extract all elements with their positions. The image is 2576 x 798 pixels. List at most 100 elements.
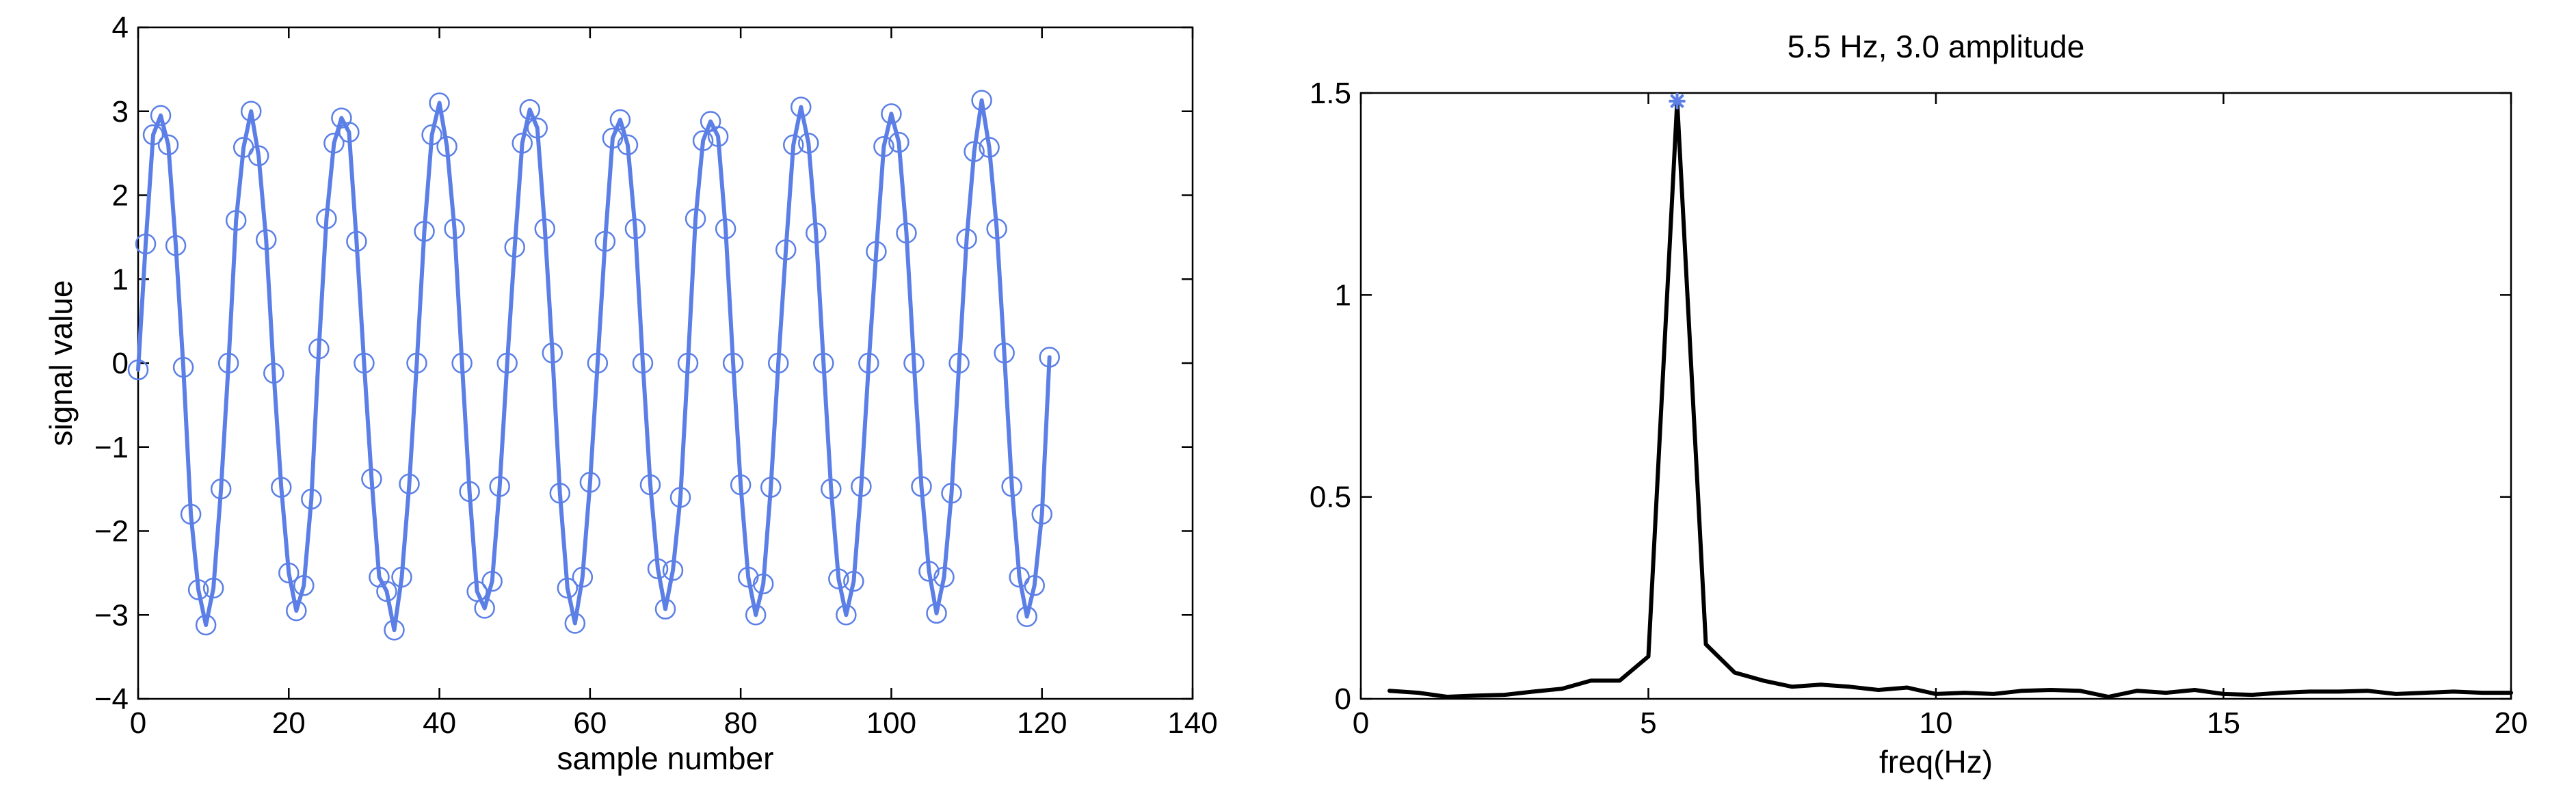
time-signal-sample-point bbox=[579, 472, 601, 493]
time-signal-sample-point bbox=[1031, 503, 1052, 525]
time-signal-sample-point bbox=[654, 598, 676, 620]
time-signal-sample-point bbox=[639, 474, 661, 496]
time-signal-sample-point bbox=[512, 133, 533, 154]
time-signal-sample-point bbox=[715, 218, 736, 239]
time-signal-sample-point bbox=[806, 222, 827, 243]
frequency-spectrum-y-tick-label: 1.5 bbox=[1310, 77, 1351, 110]
time-signal-y-tick-label: −3 bbox=[94, 598, 129, 632]
time-signal-sample-point bbox=[647, 558, 669, 579]
time-signal-sample-point bbox=[459, 481, 480, 503]
frequency-spectrum-peak-marker bbox=[1669, 92, 1686, 109]
time-signal-sample-point bbox=[782, 134, 804, 156]
time-signal-sample-point bbox=[150, 105, 172, 127]
time-signal-y-tick-label: 3 bbox=[112, 95, 129, 129]
time-signal-x-tick-label: 140 bbox=[1167, 706, 1217, 740]
time-signal-sample-point bbox=[399, 473, 420, 495]
time-signal-sample-point bbox=[798, 133, 819, 154]
time-signal-sample-point bbox=[240, 101, 262, 122]
time-signal-sample-point bbox=[851, 476, 872, 497]
time-signal-sample-point bbox=[421, 124, 442, 146]
time-signal-sample-point bbox=[391, 566, 412, 588]
time-signal-sample-point bbox=[255, 229, 277, 250]
time-signal-sample-point bbox=[918, 561, 940, 582]
time-signal-sample-point bbox=[527, 118, 548, 139]
time-signal-sample-point bbox=[971, 90, 992, 111]
time-signal-sample-point bbox=[587, 352, 609, 374]
time-signal-sample-point bbox=[828, 568, 849, 589]
time-signal-sample-point bbox=[346, 230, 367, 252]
time-signal-sample-point bbox=[354, 352, 375, 374]
time-signal-sample-point bbox=[594, 230, 616, 252]
time-signal-sample-point bbox=[180, 503, 202, 525]
frequency-spectrum-y-tick-label: 0 bbox=[1335, 682, 1351, 716]
time-signal-x-tick-label: 40 bbox=[423, 706, 456, 740]
time-signal-sample-point bbox=[542, 343, 563, 364]
time-signal-sample-point bbox=[338, 122, 360, 143]
time-signal-x-tick-label: 100 bbox=[866, 706, 916, 740]
time-signal-sample-point bbox=[376, 581, 397, 602]
time-signal-sample-point bbox=[384, 620, 405, 641]
time-signal-sample-point bbox=[564, 613, 586, 634]
time-signal-sample-point bbox=[248, 145, 269, 167]
time-signal-sample-point bbox=[1024, 575, 1045, 596]
time-signal-sample-point bbox=[202, 577, 224, 599]
time-signal-sample-point bbox=[881, 103, 902, 124]
time-signal-sample-point bbox=[843, 570, 864, 592]
time-signal-sample-point bbox=[617, 134, 639, 156]
time-signal-sample-point bbox=[791, 96, 812, 118]
time-signal-y-axis-label: signal value bbox=[43, 280, 79, 447]
time-signal-sample-point bbox=[361, 468, 382, 490]
time-signal-y-tick-label: −4 bbox=[94, 682, 129, 716]
time-signal-sample-point bbox=[549, 483, 571, 504]
time-signal-sample-point bbox=[195, 614, 217, 636]
time-signal-sample-point bbox=[821, 478, 842, 500]
time-signal-sample-point bbox=[286, 600, 307, 622]
time-signal-sample-point bbox=[911, 476, 932, 497]
time-signal-sample-point bbox=[225, 210, 247, 231]
time-signal-sample-point bbox=[956, 228, 977, 250]
time-signal-sample-point bbox=[836, 604, 857, 626]
time-signal-sample-point bbox=[707, 126, 729, 147]
time-signal-sample-point bbox=[858, 352, 879, 374]
time-signal-x-tick-label: 0 bbox=[130, 706, 146, 740]
time-signal-sample-point bbox=[632, 352, 654, 374]
time-signal-sample-point bbox=[767, 352, 789, 374]
time-signal-sample-point bbox=[1001, 476, 1022, 497]
time-signal-sample-point bbox=[692, 130, 714, 151]
time-signal-sample-point bbox=[752, 573, 774, 595]
time-signal-x-tick-label: 80 bbox=[724, 706, 758, 740]
time-signal-sample-point bbox=[414, 221, 435, 242]
time-signal-sample-point bbox=[466, 581, 488, 602]
time-signal-sample-point bbox=[323, 133, 345, 154]
time-signal-x-axis-label: sample number bbox=[557, 741, 773, 776]
time-signal-sample-point bbox=[760, 477, 782, 498]
time-signal-sample-point bbox=[406, 352, 427, 374]
frequency-spectrum-chart: 0 5 10 15 20 00.511.5 5.5 Hz, 3.0 amplitude … bbox=[1310, 29, 2528, 780]
time-signal-sample-point bbox=[669, 487, 691, 508]
time-signal-sample-point bbox=[316, 208, 337, 230]
time-signal-chart: 0 20 40 60 80 100 120 140 −4 −3 −2 −1 0 1 2 3 4 sample … bbox=[43, 11, 1218, 776]
time-signal-sample-point bbox=[888, 131, 909, 153]
time-signal-sample-point bbox=[1039, 347, 1060, 368]
frequency-spectrum-x-tick-label: 5 bbox=[1640, 706, 1656, 740]
time-signal-sample-point bbox=[187, 579, 209, 600]
time-signal-sample-point bbox=[489, 476, 510, 497]
time-signal-sample-point bbox=[165, 235, 187, 256]
time-signal-sample-point bbox=[866, 241, 887, 262]
time-signal-y-tick-label: 0 bbox=[112, 347, 129, 380]
time-signal-sample-point bbox=[210, 478, 232, 500]
time-signal-sample-point bbox=[685, 208, 706, 230]
time-signal-sample-point bbox=[722, 352, 744, 374]
frequency-spectrum-x-axis-label: freq(Hz) bbox=[1879, 744, 1993, 780]
time-signal-sample-point bbox=[557, 577, 579, 599]
time-signal-sample-point bbox=[496, 352, 518, 374]
time-signal-sample-point bbox=[602, 127, 624, 149]
time-signal-x-tick-label: 60 bbox=[573, 706, 607, 740]
time-signal-sample-point bbox=[474, 598, 495, 619]
time-signal-sample-point bbox=[948, 352, 970, 374]
time-signal-y-tick-label: 4 bbox=[112, 11, 129, 44]
time-signal-y-ticks: −4 −3 −2 −1 0 1 2 3 4 bbox=[94, 11, 1193, 716]
time-signal-sample-point bbox=[813, 352, 834, 374]
time-signal-sample-point bbox=[745, 604, 767, 626]
